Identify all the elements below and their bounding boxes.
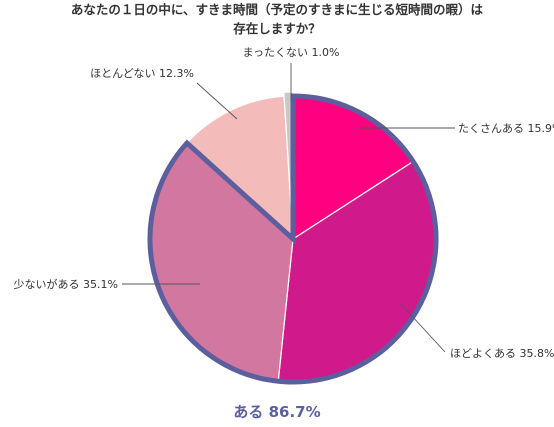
pie-highlight-outline [147,93,439,385]
pie-slice-4 [186,95,294,241]
label-leader-lines [122,63,455,353]
highlight-outline [147,93,439,385]
slice-labels: たくさんある 15.9% ほどよくある 35.8% 少ないがある 35.1% ほとんど… [14,46,554,360]
slice-label-4: ほとんどない 12.3% [90,67,194,80]
slice-label-2: ほどよくある 35.8% [450,347,554,360]
pie-slices [149,91,437,383]
leader-line-2 [399,302,446,353]
summary-label: ある 86.7% [233,403,320,421]
leader-line-4 [196,82,238,120]
chart-title-line-1: あなたの１日の中に、すきま時間（予定のすきまに生じる短時間の暇）は [71,2,484,17]
slice-label-5: まったくない 1.0% [242,46,339,59]
slice-label-1: たくさんある 15.9% [458,122,554,135]
chart-title: あなたの１日の中に、すきま時間（予定のすきまに生じる短時間の暇）は 存在しますか… [71,2,484,36]
chart-title-line-2: 存在しますか？ [232,21,321,36]
slice-label-3: 少ないがある 35.1% [14,277,118,291]
